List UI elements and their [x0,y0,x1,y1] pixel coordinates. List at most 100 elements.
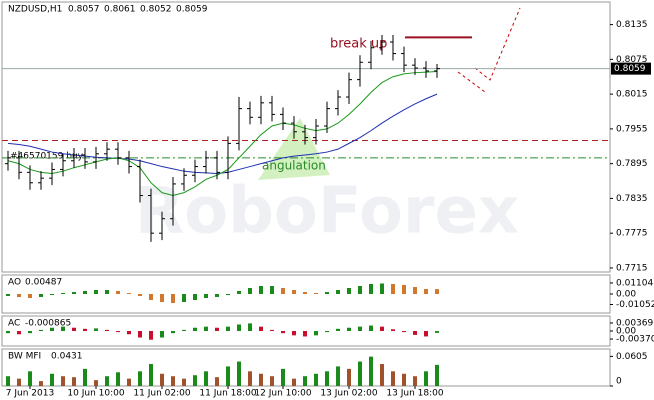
indicator-bar [270,376,274,386]
indicator-bar [182,294,186,302]
indicator-bar [391,329,395,331]
indicator-bar [94,290,98,294]
indicator-bar [237,324,241,331]
indicator-bar [160,331,164,338]
indicator-bar [292,290,296,294]
indicator-bar [380,283,384,294]
indicator-bar [292,331,296,336]
y-tick-label: 0.00369 [616,318,653,328]
indicator-bar [358,326,362,331]
indicator-bar [149,294,153,300]
indicator-last: 0.0431 [51,352,83,362]
forecast-arrow [457,7,521,93]
indicator-bar [72,327,76,331]
indicator-bar [6,376,10,386]
angulation-area [258,118,330,180]
header-value: 0.8059 [176,5,208,15]
indicator-bar [424,331,428,337]
y-tick-label: 0.8015 [616,90,648,100]
indicator-bar [17,294,21,297]
indicator-bar [336,290,340,294]
indicator-bar [182,329,186,331]
indicator-bar [402,373,406,386]
break-up-label: break up [330,37,387,52]
indicator-bar [314,331,318,336]
y-tick-label: 0.8135 [616,20,648,30]
indicator-bar [391,284,395,294]
indicator-bar [424,289,428,294]
indicator-bar [193,294,197,300]
x-tick-label: 13 Jun 18:00 [386,389,443,399]
indicator-bar [72,377,76,386]
indicator-bar [105,329,109,331]
indicator-bar [248,288,252,294]
header-value: 0.8052 [140,5,172,15]
indicator-bar [94,328,98,331]
indicator-bar [226,366,230,386]
indicator-bar [259,286,263,294]
indicator-bar [28,371,32,386]
indicator-bar [127,331,131,335]
indicator-bar [314,373,318,386]
indicator-bar [149,363,153,386]
indicator-bar [171,331,175,334]
y-tick-label: 0.01104 [616,278,653,288]
indicator-bar [204,326,208,331]
indicator-bar [17,378,21,386]
indicator-bar [39,329,43,331]
indicator-bar [435,331,439,333]
indicator-last: -0.000865 [25,319,71,329]
indicator-bar [281,368,285,386]
indicator-bar [380,363,384,386]
x-tick-label: 11 Jun 02:00 [133,389,190,399]
y-tick-label: 0 [616,377,622,387]
indicator-bar [358,361,362,386]
x-tick-label: 10 Jun 10:00 [67,389,124,399]
y-tick-label: 0.00 [616,327,636,337]
indicator-bar [303,292,307,294]
indicator-bar [347,368,351,386]
symbol: NZDUSD,H1 [8,5,62,15]
indicator-bar [259,373,263,386]
header-value: 0.8061 [104,5,136,15]
indicator-bar [237,291,241,294]
indicator-bar [138,331,142,338]
indicator-bar [6,331,10,334]
indicator-bar [138,294,142,296]
indicator-name: BW MFI [8,352,41,362]
indicator-bar [347,327,351,331]
indicator-bar [314,293,318,294]
indicator-bar [182,378,186,386]
indicator-bar [215,294,219,297]
indicator-bar [50,373,54,386]
indicator-bar [138,371,142,386]
indicator-bar [303,331,307,337]
indicator-bar [259,326,263,331]
moving-average [7,71,438,197]
indicator-bar [281,288,285,294]
indicator-bar [380,326,384,331]
main-panel [1,1,611,273]
indicator-bar [215,327,219,331]
x-tick-label: 7 Jun 2013 [6,389,54,399]
indicator-bar [193,375,197,386]
indicator-bar [391,371,395,386]
indicator-bar [171,294,175,303]
y-tick-label: 0.7955 [616,124,648,134]
indicator-bar [237,361,241,386]
y-tick-label: 0.8075 [616,55,648,65]
indicator-bar [215,377,219,386]
indicator-bar [248,371,252,386]
indicator-bar [83,368,87,386]
indicator-bar [424,371,428,386]
indicator-bar [127,378,131,386]
indicator-bar [116,291,120,294]
indicator-bar [369,356,373,386]
indicator-bar [6,294,10,296]
indicator-bar [325,371,329,386]
x-tick-label: 13 Jun 02:00 [320,389,377,399]
indicator-bar [193,327,197,331]
indicator-bar [17,331,21,335]
indicator-bar [204,371,208,386]
